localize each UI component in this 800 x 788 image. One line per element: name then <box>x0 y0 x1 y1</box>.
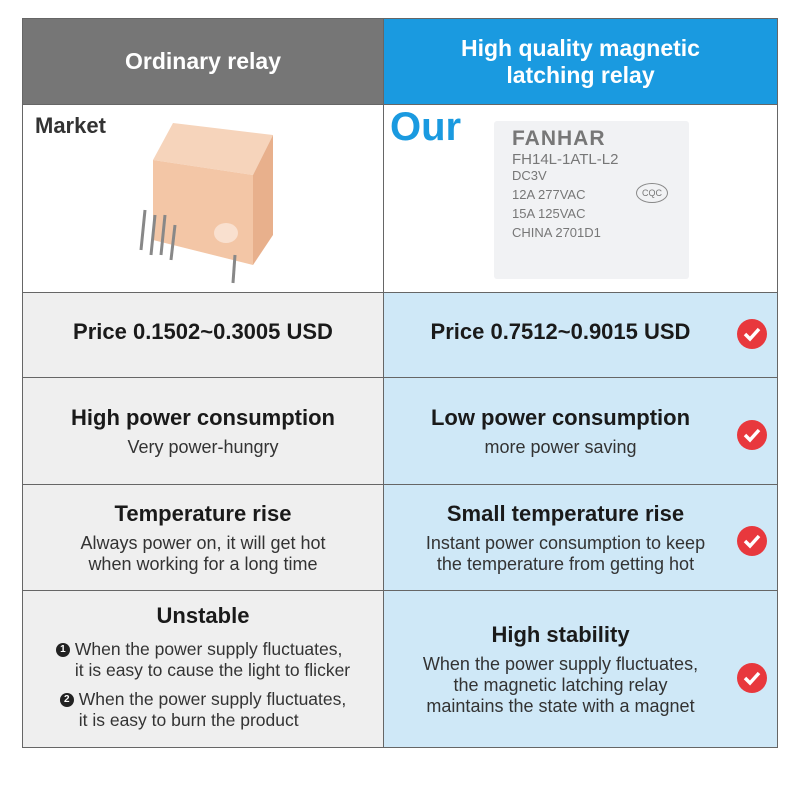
bullet: 2 <box>59 693 74 707</box>
header-title: Ordinary relay <box>125 48 281 74</box>
cell-title: Low power consumption <box>430 404 691 430</box>
label: Our <box>390 105 462 149</box>
header-title: High quality magnetic <box>461 34 700 61</box>
check-icon <box>737 420 767 450</box>
header-left: Ordinary relay <box>22 18 384 105</box>
relay-label: FANHAR FH14L-1ATL-L2 DC3V 12A 277VAC 15A… <box>494 121 689 279</box>
cell: Low power consumption more power saving <box>383 377 778 485</box>
cell-text: the temperature from getting hot <box>436 553 695 574</box>
header-right: High quality magnetic latching relay <box>383 18 778 105</box>
cell: Price 0.1502~0.3005 USD <box>22 292 384 378</box>
relay-text: CHINA 2701D1 <box>512 225 601 240</box>
cell: High stability When the power supply flu… <box>383 590 778 748</box>
relay-text: 12A 277VAC <box>512 187 586 202</box>
cell-text: it is easy to cause the light to flicker <box>74 660 351 680</box>
cell-text: Very power-hungry <box>127 436 279 457</box>
relay-text: DC3V <box>512 168 547 183</box>
cell-title: Price 0.7512~0.9015 USD <box>430 319 691 344</box>
label: Market <box>35 113 106 138</box>
cell-text: more power saving <box>484 436 637 457</box>
cell-text: When the power supply fluctuates, <box>422 653 699 674</box>
list-item: 2 When the power supply fluctuates, it is … <box>59 689 347 731</box>
cell: High power consumption Very power-hungry <box>22 377 384 485</box>
relay-text: FH14L-1ATL-L2 <box>512 151 619 168</box>
cell-title: High power consumption <box>71 404 335 430</box>
bullet: 1 <box>55 643 70 657</box>
cell: Temperature rise Always power on, it wil… <box>22 484 384 591</box>
cell-title: Unstable <box>156 603 250 628</box>
cell-text: maintains the state with a magnet <box>426 695 695 716</box>
cert-mark: CQC <box>636 183 668 203</box>
cell: Small temperature rise Instant power con… <box>383 484 778 591</box>
cell-text: the magnetic latching relay <box>453 674 668 695</box>
cell-title: Small temperature rise <box>446 500 685 526</box>
cell-text: Always power on, it will get hot <box>80 532 326 553</box>
cell: Price 0.7512~0.9015 USD <box>383 292 778 378</box>
cell-text: it is easy to burn the product <box>78 710 299 730</box>
brand: FANHAR <box>512 127 606 150</box>
cell-text: When the power supply fluctuates, <box>78 689 347 709</box>
relay-text: 15A 125VAC <box>512 206 586 221</box>
check-icon <box>737 526 767 556</box>
cell-text: when working for a long time <box>88 553 318 574</box>
list-item: 1 When the power supply fluctuates, it is … <box>55 639 351 681</box>
cell-text: Instant power consumption to keep <box>425 532 706 553</box>
header-title: latching relay <box>506 61 655 88</box>
cell: Unstable 1 When the power supply fluctuat… <box>22 590 384 748</box>
cell-title: Temperature rise <box>114 500 292 526</box>
image-cell: Our FANHAR FH14L-1ATL-L2 DC3V 12A 277VAC… <box>383 104 778 293</box>
ordinary-relay-image <box>139 123 273 284</box>
cell-text: When the power supply fluctuates, <box>74 639 343 659</box>
image-cell: Market <box>22 104 384 293</box>
check-icon <box>737 663 767 693</box>
check-icon <box>737 319 767 349</box>
cell-title: High stability <box>491 621 630 647</box>
cell-title: Price 0.1502~0.3005 USD <box>73 319 333 344</box>
